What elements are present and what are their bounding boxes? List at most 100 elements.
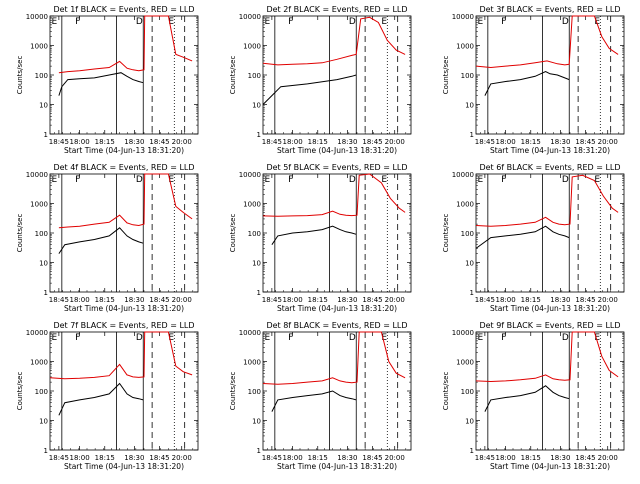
- y-tick-label: 10: [465, 260, 474, 268]
- interval-marker-label: E: [51, 333, 57, 343]
- y-tick-label: 10000: [26, 13, 48, 21]
- y-tick-label: 10000: [239, 329, 261, 337]
- interval-marker-label: E: [168, 333, 174, 343]
- x-tick-label: 18:00: [283, 454, 303, 462]
- panel-title: Det 3f BLACK = Events, RED = LLD: [479, 5, 620, 14]
- plot-frame: [475, 331, 625, 451]
- detector-panel-5: Det 5f BLACK = Events, RED = LLD Counts/s…: [229, 163, 412, 313]
- interval-marker-label: F: [75, 175, 80, 185]
- interval-marker-label: D: [562, 17, 569, 27]
- panel-title: Det 4f BLACK = Events, RED = LLD: [53, 163, 194, 172]
- interval-marker-label: D: [136, 17, 143, 27]
- x-tick-label: 20:00: [385, 138, 405, 146]
- x-tick-label: 18:30: [337, 454, 357, 462]
- interval-marker-label: E: [51, 17, 57, 27]
- y-axis-label: Counts/sec: [16, 372, 24, 411]
- y-tick-label: 10000: [26, 329, 48, 337]
- y-tick-label: 10: [39, 102, 48, 110]
- interval-marker-label: F: [75, 17, 80, 27]
- x-tick-label: 18:45: [49, 138, 69, 146]
- y-tick-label: 100: [461, 388, 474, 396]
- y-tick-label: 10000: [26, 171, 48, 179]
- x-tick-label: 18:30: [124, 138, 144, 146]
- x-tick-label: 18:15: [95, 296, 115, 304]
- interval-marker-label: E: [594, 333, 600, 343]
- interval-marker-label: E: [168, 175, 174, 185]
- x-axis-label: Start Time (04-Jun-13 18:31:20): [277, 146, 397, 155]
- x-tick-label: 18:15: [521, 454, 541, 462]
- x-axis-label: Start Time (04-Jun-13 18:31:20): [490, 462, 610, 471]
- plot-frame: [49, 331, 199, 451]
- y-tick-label: 100: [35, 230, 48, 238]
- x-tick-label: 18:15: [521, 296, 541, 304]
- x-tick-label: 18:45: [262, 138, 282, 146]
- events-series-line: [262, 74, 357, 105]
- panel-title: Det 7f BLACK = Events, RED = LLD: [53, 321, 194, 330]
- interval-marker-label: E: [264, 175, 270, 185]
- lld-series-line: [475, 15, 619, 69]
- x-tick-label: 20:00: [598, 454, 618, 462]
- y-tick-label: 1: [470, 131, 474, 139]
- events-series-line: [484, 385, 570, 412]
- interval-marker-label: D: [562, 333, 569, 343]
- interval-marker-label: E: [264, 17, 270, 27]
- y-tick-label: 100: [35, 72, 48, 80]
- plot-frame: [262, 331, 412, 451]
- y-axis-label: Counts/sec: [442, 372, 450, 411]
- lld-series-line: [262, 16, 406, 66]
- panel-title: Det 1f BLACK = Events, RED = LLD: [53, 5, 194, 14]
- interval-marker-label: E: [594, 17, 600, 27]
- x-tick-label: 20:00: [172, 296, 192, 304]
- x-tick-label: 18:45: [475, 454, 495, 462]
- x-tick-label: 18:00: [283, 296, 303, 304]
- interval-marker-label: E: [381, 17, 387, 27]
- y-tick-label: 1: [44, 131, 48, 139]
- interval-marker-label: E: [381, 333, 387, 343]
- x-tick-label: 18:30: [337, 296, 357, 304]
- x-tick-label: 18:30: [550, 138, 570, 146]
- x-tick-label: 20:00: [598, 296, 618, 304]
- x-axis-label: Start Time (04-Jun-13 18:31:20): [490, 146, 610, 155]
- y-axis-label: Counts/sec: [16, 214, 24, 253]
- y-tick-label: 1: [257, 289, 261, 297]
- y-axis-label: Counts/sec: [229, 372, 237, 411]
- interval-marker-label: D: [136, 175, 143, 185]
- interval-marker-label: E: [51, 175, 57, 185]
- x-tick-label: 18:30: [124, 296, 144, 304]
- events-series-line: [271, 390, 357, 412]
- y-tick-label: 1000: [456, 43, 474, 51]
- lld-series-line: [475, 331, 619, 383]
- interval-marker-label: E: [264, 333, 270, 343]
- y-tick-label: 10: [252, 260, 261, 268]
- interval-marker-label: F: [501, 175, 506, 185]
- x-tick-label: 18:45: [362, 296, 382, 304]
- detector-panel-8: Det 8f BLACK = Events, RED = LLD Counts/s…: [229, 321, 412, 471]
- x-tick-label: 18:45: [575, 454, 595, 462]
- x-tick-label: 18:30: [550, 454, 570, 462]
- plot-frame: [475, 173, 625, 293]
- y-axis-label: Counts/sec: [442, 214, 450, 253]
- interval-marker-label: F: [501, 17, 506, 27]
- x-tick-label: 18:00: [496, 296, 516, 304]
- events-series-line: [475, 225, 570, 249]
- x-tick-label: 18:00: [70, 138, 90, 146]
- x-tick-label: 18:00: [496, 138, 516, 146]
- y-tick-label: 1: [257, 131, 261, 139]
- x-tick-label: 18:00: [70, 296, 90, 304]
- lld-series-line: [475, 174, 619, 227]
- detector-panel-1: Det 1f BLACK = Events, RED = LLD Counts/s…: [16, 5, 199, 155]
- interval-marker-label: D: [136, 333, 143, 343]
- y-axis-label: Counts/sec: [229, 214, 237, 253]
- x-tick-label: 20:00: [172, 454, 192, 462]
- detector-panel-9: Det 9f BLACK = Events, RED = LLD Counts/s…: [442, 321, 625, 471]
- x-tick-label: 18:15: [308, 296, 328, 304]
- interval-marker-label: E: [594, 175, 600, 185]
- panel-title: Det 6f BLACK = Events, RED = LLD: [479, 163, 620, 172]
- y-tick-label: 1000: [456, 201, 474, 209]
- panel-title: Det 5f BLACK = Events, RED = LLD: [266, 163, 407, 172]
- interval-marker-label: D: [349, 175, 356, 185]
- x-tick-label: 18:30: [124, 454, 144, 462]
- y-tick-label: 100: [461, 230, 474, 238]
- y-tick-label: 1000: [243, 359, 261, 367]
- x-tick-label: 18:45: [49, 296, 69, 304]
